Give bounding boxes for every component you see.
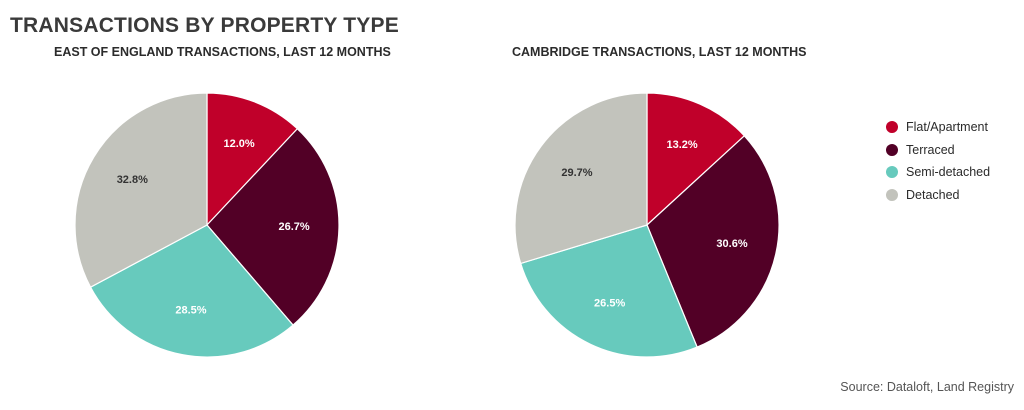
pie-label-cambridge-terraced: 30.6% [716, 238, 747, 250]
chart-title-cambridge: CAMBRIDGE TRANSACTIONS, LAST 12 MONTHS [512, 45, 807, 59]
source-note: Source: Dataloft, Land Registry [840, 380, 1014, 394]
pie-label-east-of-england-semi-detached: 28.5% [175, 305, 206, 317]
legend-swatch-flat-apartment [886, 121, 898, 134]
pie-label-east-of-england-flat-apartment: 12.0% [223, 138, 254, 150]
pie-slice-east-of-england-semi-detached [89, 224, 294, 358]
legend-swatch-terraced [886, 143, 898, 156]
pie-slice-cambridge-flat-apartment [646, 92, 746, 227]
chart-title-east-of-england: EAST OF ENGLAND TRANSACTIONS, LAST 12 MO… [54, 45, 391, 59]
legend-swatch-detached [886, 188, 898, 201]
pie-slice-cambridge-semi-detached [519, 224, 698, 358]
legend-label: Flat/Apartment [906, 120, 988, 135]
legend: Flat/Apartment Terraced Semi-detached De… [886, 116, 990, 206]
pie-slice-east-of-england-terraced [206, 127, 340, 326]
legend-item-flat-apartment: Flat/Apartment [886, 116, 990, 139]
pie-slice-cambridge-detached [514, 92, 648, 265]
pie-slice-east-of-england-detached [74, 92, 208, 288]
legend-swatch-semi-detached [886, 166, 898, 179]
page-title: TRANSACTIONS BY PROPERTY TYPE [10, 14, 399, 37]
legend-item-detached: Detached [886, 184, 990, 207]
pie-label-cambridge-semi-detached: 26.5% [594, 298, 625, 310]
pie-label-cambridge-detached: 29.7% [561, 167, 592, 179]
legend-item-semi-detached: Semi-detached [886, 161, 990, 184]
pie-slice-east-of-england-flat-apartment [206, 92, 299, 227]
pie-label-cambridge-flat-apartment: 13.2% [666, 139, 697, 151]
pie-label-east-of-england-detached: 32.8% [117, 174, 148, 186]
legend-label: Detached [906, 187, 960, 202]
legend-label: Terraced [906, 142, 955, 157]
pie-slice-cambridge-terraced [646, 135, 780, 348]
legend-item-terraced: Terraced [886, 139, 990, 162]
legend-label: Semi-detached [906, 165, 991, 180]
pie-label-east-of-england-terraced: 26.7% [278, 221, 309, 233]
